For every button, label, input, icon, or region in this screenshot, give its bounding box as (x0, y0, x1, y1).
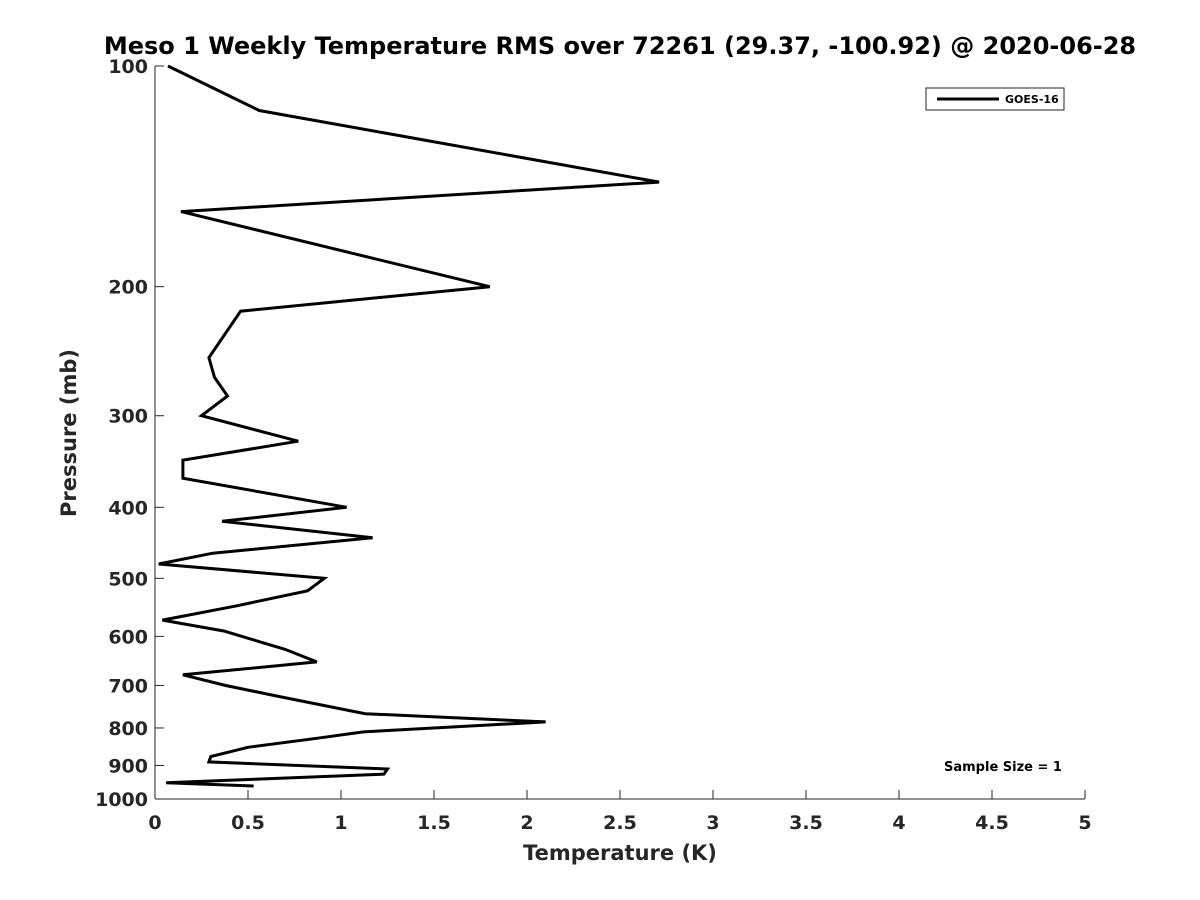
x-tick-label: 4 (892, 812, 905, 834)
sample-size-annotation: Sample Size = 1 (944, 760, 1062, 775)
y-tick-label: 500 (108, 568, 148, 590)
y-tick-label: 600 (108, 626, 148, 648)
y-tick-label: 100 (108, 56, 148, 78)
chart-title: Meso 1 Weekly Temperature RMS over 72261… (104, 32, 1136, 60)
y-tick-label: 200 (108, 277, 148, 299)
x-axis-label: Temperature (K) (523, 841, 717, 865)
x-tick-label: 3.5 (789, 812, 823, 834)
legend: GOES-16 (925, 87, 1065, 111)
y-ticks: 100 200 300 400 500 600 700 800 900 1000 (95, 56, 164, 811)
y-tick-label: 400 (108, 497, 148, 519)
x-tick-label: 3 (706, 812, 719, 834)
x-tick-label: 0 (148, 812, 161, 834)
x-tick-label: 2.5 (603, 812, 637, 834)
y-tick-label: 800 (108, 718, 148, 740)
x-tick-label: 1.5 (417, 812, 451, 834)
y-tick-label: 900 (108, 755, 148, 777)
x-tick-label: 1 (334, 812, 347, 834)
y-tick-label: 700 (108, 675, 148, 697)
legend-label-goes-16: GOES-16 (1005, 93, 1059, 106)
x-tick-label: 5 (1078, 812, 1091, 834)
y-tick-label: 1000 (95, 789, 148, 811)
y-axis-label: Pressure (mb) (57, 349, 81, 517)
x-ticks: 0 0.5 1 1.5 2 2.5 3 3.5 4 4.5 5 (148, 790, 1092, 834)
series-layer (158, 64, 660, 788)
x-tick-label: 2 (520, 812, 533, 834)
y-tick-label: 300 (108, 406, 148, 428)
x-tick-label: 0.5 (231, 812, 265, 834)
series-line-goes-16 (158, 64, 660, 788)
x-tick-label: 4.5 (975, 812, 1009, 834)
